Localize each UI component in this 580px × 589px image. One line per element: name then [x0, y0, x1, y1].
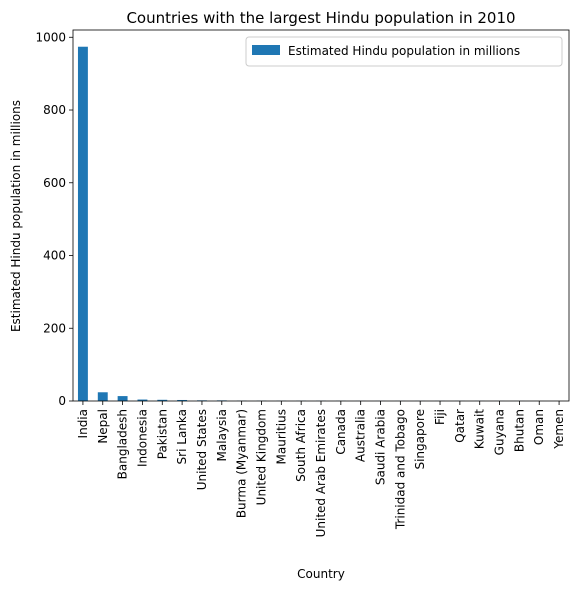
bars-group	[77, 46, 565, 401]
y-tick-label: 0	[58, 394, 66, 408]
x-tick-label: Kuwait	[473, 409, 487, 449]
x-tick-label: United States	[195, 409, 209, 490]
x-tick-label: Fiji	[433, 409, 447, 425]
bar-bangladesh	[117, 396, 128, 401]
bar-sri-lanka	[177, 399, 188, 401]
y-tick-label: 600	[43, 176, 66, 190]
bar-pakistan	[157, 399, 168, 401]
legend-box	[245, 36, 563, 67]
x-tick-label: Trinidad and Tobago	[393, 409, 407, 530]
x-tick-label: Burma (Myanmar)	[235, 409, 249, 518]
x-axis-ticks: India Nepal Bangladesh Indonesia Pakistan Sri…	[76, 401, 566, 537]
x-tick-label: Saudi Arabia	[374, 409, 388, 485]
x-tick-label: Australia	[354, 409, 368, 462]
bar-india	[77, 46, 88, 401]
x-axis-label: Country	[297, 567, 345, 581]
x-tick-label: Mauritius	[274, 409, 288, 464]
y-tick-label: 800	[43, 103, 66, 117]
x-tick-label: Indonesia	[135, 409, 149, 467]
x-tick-label: Bangladesh	[116, 409, 130, 479]
chart-title: Countries with the largest Hindu populat…	[126, 9, 515, 27]
x-tick-label: Yemen	[552, 409, 566, 450]
x-tick-label: United Kingdom	[254, 409, 268, 505]
x-tick-label: Sri Lanka	[175, 409, 189, 464]
y-tick-label: 1000	[35, 30, 66, 44]
x-tick-label: India	[76, 409, 90, 438]
x-tick-label: South Africa	[294, 409, 308, 482]
y-tick-label: 400	[43, 249, 66, 263]
plot-area-frame	[72, 29, 570, 402]
legend-swatch	[252, 45, 280, 55]
x-tick-label: Qatar	[453, 409, 467, 443]
bar-indonesia	[137, 399, 148, 401]
x-tick-label: Nepal	[96, 409, 110, 444]
x-tick-label: United Arab Emirates	[314, 409, 328, 537]
bar-nepal	[97, 392, 108, 401]
x-tick-label: Singapore	[413, 409, 427, 470]
y-tick-label: 200	[43, 321, 66, 335]
legend: Estimated Hindu population in millions	[245, 36, 563, 67]
x-tick-label: Canada	[334, 409, 348, 455]
y-axis-ticks: 0 200 400 600 800 1000	[35, 30, 73, 408]
x-tick-label: Oman	[532, 409, 546, 445]
x-tick-label: Malaysia	[215, 409, 229, 461]
y-axis-label: Estimated Hindu population in millions	[9, 100, 23, 332]
x-tick-label: Bhutan	[512, 409, 526, 452]
x-tick-label: Pakistan	[155, 409, 169, 459]
legend-label: Estimated Hindu population in millions	[288, 44, 520, 58]
x-tick-label: Guyana	[493, 409, 507, 455]
